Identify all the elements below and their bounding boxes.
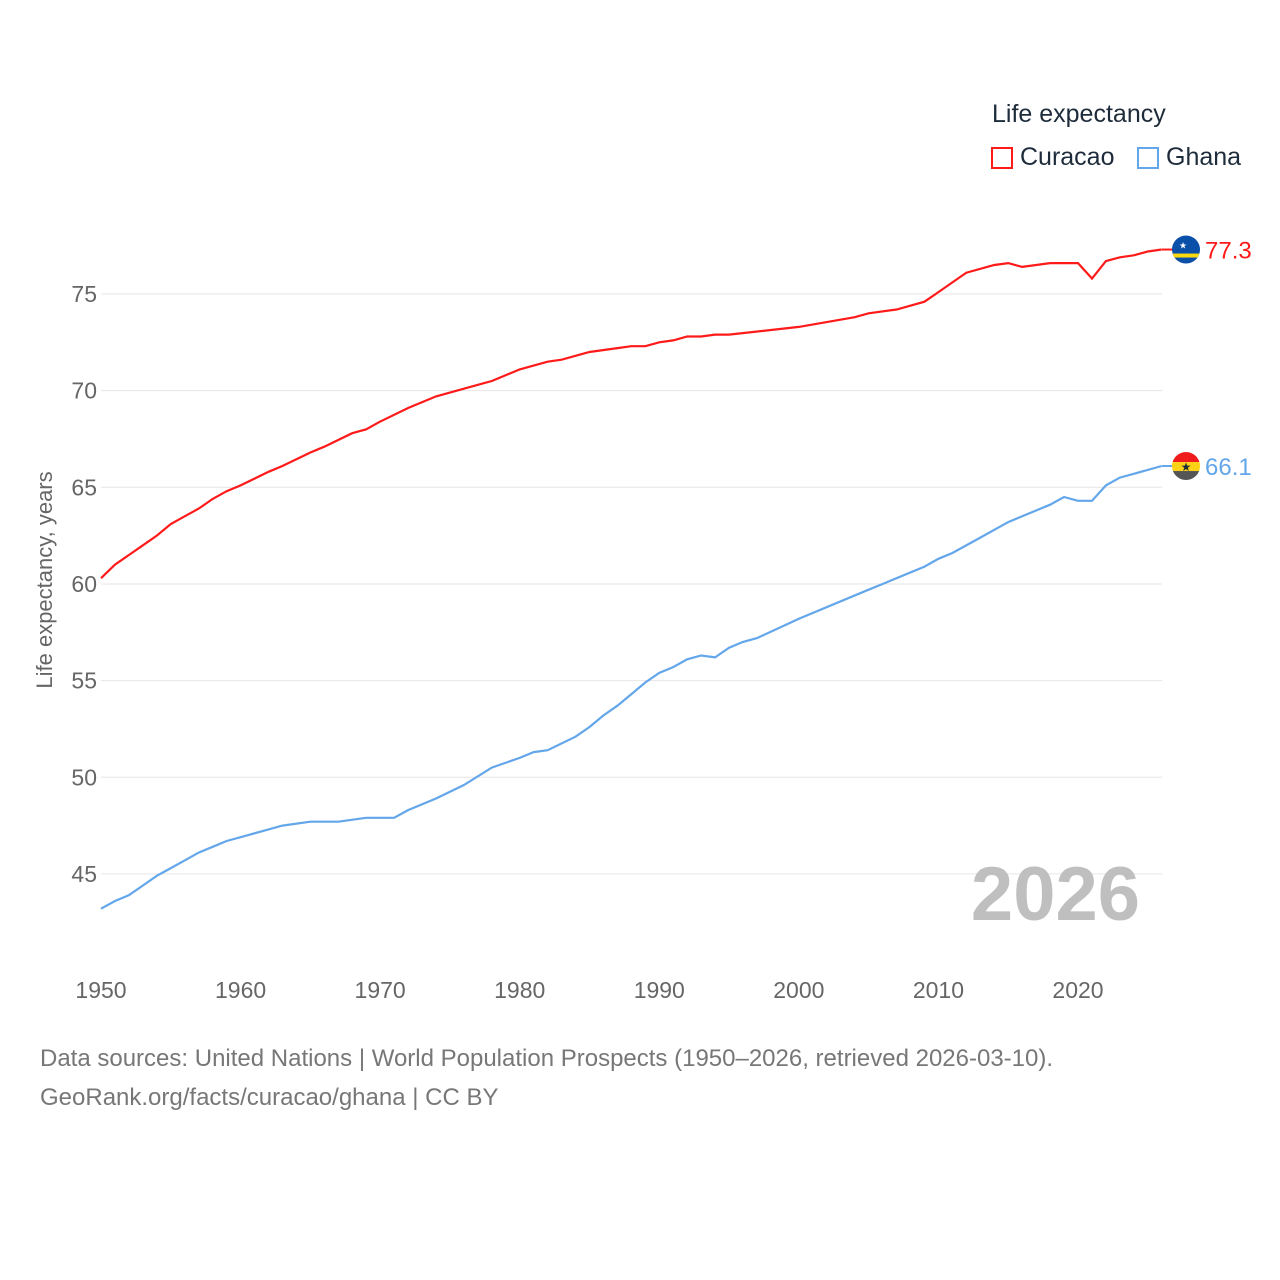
- y-tick-label: 50: [71, 764, 97, 790]
- legend-item-ghana[interactable]: Ghana: [1137, 143, 1241, 172]
- series-line-curacao: [100, 248, 1162, 579]
- year-watermark: 2026: [971, 852, 1140, 937]
- x-tick-label: 1970: [355, 977, 406, 1003]
- y-tick-label: 75: [71, 281, 97, 307]
- legend-label: Ghana: [1166, 143, 1242, 171]
- end-value-label: 77.3: [1205, 238, 1252, 265]
- legend-item-curacao[interactable]: Curacao: [991, 143, 1115, 172]
- flag-stripe: [1172, 253, 1200, 258]
- x-tick-label: 1980: [494, 977, 545, 1003]
- x-tick-label: 2020: [1052, 977, 1103, 1003]
- x-tick-label: 2010: [913, 977, 964, 1003]
- y-tick-label: 60: [71, 571, 97, 597]
- y-tick-label: 70: [71, 378, 97, 404]
- x-tick-label: 1990: [634, 977, 685, 1003]
- flag-stripe: [1172, 462, 1200, 472]
- attribution: GeoRank.org/facts/curacao/ghana | CC BY: [40, 1084, 499, 1111]
- flag-stripe: [1172, 471, 1200, 481]
- y-tick-label: 65: [71, 474, 97, 500]
- end-value-label: 66.1: [1205, 454, 1252, 481]
- y-axis-label: Life expectancy, years: [32, 471, 57, 688]
- x-tick-label: 2000: [773, 977, 824, 1003]
- legend-swatch-ghana: [1137, 146, 1159, 169]
- y-tick-label: 55: [71, 668, 97, 694]
- flag-star: ★: [1181, 460, 1192, 474]
- curacao-flag-icon: [1172, 235, 1200, 264]
- data-source: Data sources: United Nations | World Pop…: [40, 1045, 1054, 1072]
- series-line-ghana: [100, 464, 1162, 910]
- flag-star: ★: [1179, 241, 1187, 251]
- legend-label: Curacao: [1020, 143, 1115, 171]
- y-tick-label: 45: [71, 861, 97, 887]
- legend-title: Life expectancy: [992, 100, 1166, 128]
- x-tick-label: 1960: [215, 977, 266, 1003]
- x-tick-label: 1950: [75, 977, 126, 1003]
- legend-swatch-curacao: [991, 146, 1013, 169]
- ghana-flag-icon: [1172, 452, 1200, 463]
